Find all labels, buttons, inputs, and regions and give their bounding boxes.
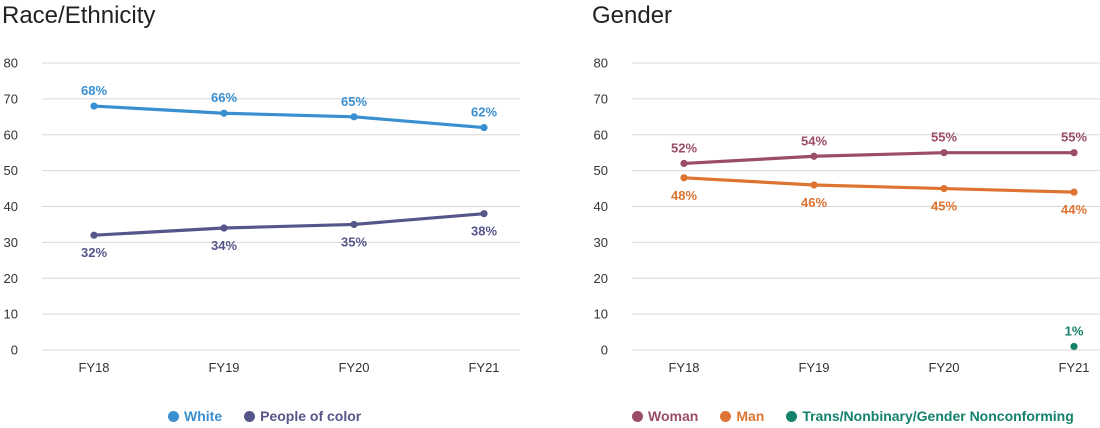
data-point	[1070, 188, 1078, 196]
data-point	[1070, 149, 1078, 157]
x-tick-label: FY18	[668, 360, 699, 375]
data-label: 54%	[801, 133, 827, 148]
legend-item: Woman	[632, 408, 698, 424]
data-point	[350, 113, 358, 121]
data-label: 65%	[341, 94, 367, 109]
data-point	[480, 123, 488, 132]
data-point	[90, 231, 98, 239]
x-tick-label: FY20	[928, 360, 959, 375]
chart-title: Race/Ethnicity	[2, 2, 156, 29]
series-line	[92, 104, 486, 130]
y-tick-label: 10	[594, 307, 608, 322]
data-point	[350, 220, 358, 229]
series-line	[682, 151, 1076, 166]
y-tick-label: 20	[4, 271, 18, 286]
legend-label: Man	[736, 408, 765, 424]
y-tick-label: 80	[4, 56, 18, 71]
y-tick-label: 70	[594, 91, 608, 106]
data-point	[1070, 342, 1078, 351]
data-label: 34%	[211, 238, 237, 253]
data-label: 66%	[211, 90, 237, 105]
legend-dot-icon	[632, 410, 643, 422]
data-label: 46%	[801, 195, 827, 210]
legend-dot-icon	[168, 410, 179, 422]
series-line	[92, 212, 486, 237]
y-tick-label: 80	[594, 56, 608, 71]
x-tick-label: FY19	[798, 360, 829, 375]
data-point	[810, 152, 818, 160]
x-tick-label: FY18	[78, 360, 109, 375]
data-point	[220, 109, 228, 117]
race-ethnicity-panel: Race/Ethnicity 0 10 20 30 40 50 60 70 80 FY18 FY19…	[0, 0, 540, 428]
legend-dot-icon	[720, 410, 732, 422]
data-label: 62%	[471, 105, 497, 120]
data-point	[480, 210, 488, 218]
legend-item: White	[168, 408, 222, 424]
data-point	[940, 184, 948, 193]
y-tick-label: 30	[4, 235, 18, 250]
chart-title: Gender	[592, 2, 673, 29]
data-label: 55%	[1061, 130, 1087, 145]
x-tick-label: FY20	[338, 360, 369, 375]
data-point	[220, 224, 228, 232]
data-label: 32%	[81, 245, 107, 260]
race-ethnicity-legend: White People of color	[168, 408, 383, 424]
race-ethnicity-chart: 0 10 20 30 40 50 60 70 80 FY18 FY19 FY20 FY21 68% 66% 6…	[4, 56, 520, 375]
legend-label: People of color	[260, 408, 362, 424]
y-tick-label: 60	[594, 127, 608, 142]
legend-dot-icon	[244, 410, 256, 422]
data-point	[810, 181, 818, 189]
data-label: 38%	[471, 224, 497, 239]
series-line	[682, 176, 1076, 194]
x-tick-label: FY21	[468, 360, 499, 375]
legend-label: Trans/Nonbinary/Gender Nonconforming	[802, 408, 1074, 424]
y-tick-label: 20	[594, 271, 608, 286]
legend-item: People of color	[244, 408, 361, 424]
y-tick-label: 10	[4, 307, 18, 322]
y-tick-label: 60	[4, 127, 18, 142]
y-tick-label: 0	[601, 343, 608, 358]
data-point	[940, 149, 948, 157]
legend-dot-icon	[786, 410, 798, 422]
legend-item: Man	[720, 408, 764, 424]
y-tick-label: 50	[594, 163, 608, 178]
gender-chart: 0 10 20 30 40 50 60 70 80 FY18 FY19 FY20 FY21 52% 54% 5…	[594, 56, 1100, 375]
data-label: 35%	[341, 234, 367, 249]
legend-label: White	[184, 408, 223, 424]
y-tick-label: 40	[4, 199, 18, 214]
y-tick-label: 70	[4, 91, 18, 106]
y-tick-label: 50	[4, 163, 18, 178]
gender-legend: Woman Man Trans/Nonbinary/Gender Nonconfor…	[632, 408, 1096, 424]
gender-panel: Gender 0 10 20 30 40 50 60 70 80 FY18 FY19 FY20 FY21…	[590, 0, 1100, 428]
y-tick-label: 40	[594, 199, 608, 214]
data-label: 45%	[931, 199, 957, 214]
legend-label: Woman	[648, 408, 699, 424]
data-point	[680, 174, 688, 182]
data-label: 55%	[931, 130, 957, 145]
y-tick-label: 0	[11, 343, 18, 358]
data-label: 52%	[671, 140, 697, 155]
y-tick-label: 30	[594, 235, 608, 250]
legend-item: Trans/Nonbinary/Gender Nonconforming	[786, 408, 1074, 424]
data-label: 48%	[671, 188, 697, 203]
data-label: 1%	[1065, 323, 1084, 338]
x-tick-label: FY21	[1058, 360, 1089, 375]
data-point	[90, 102, 98, 110]
data-point	[680, 159, 688, 168]
data-label: 68%	[81, 83, 107, 98]
x-tick-label: FY19	[208, 360, 239, 375]
data-label: 44%	[1061, 202, 1087, 217]
